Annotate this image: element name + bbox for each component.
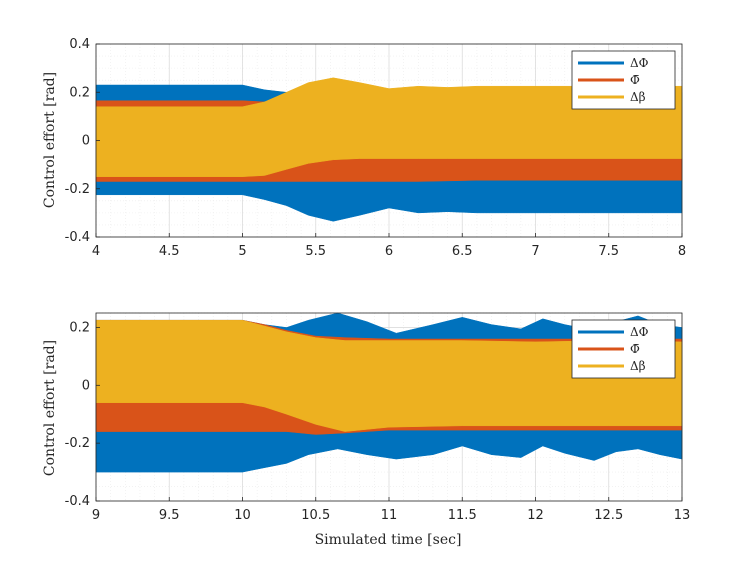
legend-label: ΔΦ	[630, 56, 649, 70]
x-tick-label: 4.5	[159, 244, 180, 259]
bottom-legend: ΔΦ Φ̄ Δβ	[571, 319, 676, 379]
bottom-xlabel: Simulated time [sec]	[315, 532, 462, 548]
x-tick-label: 5	[238, 244, 246, 259]
top-ylabel: Control effort [rad]	[42, 72, 58, 208]
x-tick-label: 12	[527, 508, 544, 523]
x-tick-label: 7	[531, 244, 539, 259]
y-tick-label: 0	[82, 134, 90, 149]
legend-label: Δβ	[630, 359, 646, 373]
x-tick-label: 9	[92, 508, 100, 523]
legend-label: Δβ	[630, 90, 646, 104]
x-tick-label: 11	[381, 508, 398, 523]
y-tick-label: 0.2	[69, 320, 90, 335]
legend-label: Φ̄	[630, 342, 640, 356]
x-tick-label: 5.5	[305, 244, 326, 259]
x-tick-label: 10.5	[301, 508, 330, 523]
legend-label: Φ̄	[630, 73, 640, 87]
x-tick-label: 8	[678, 244, 686, 259]
x-tick-label: 10	[234, 508, 251, 523]
x-tick-label: 13	[674, 508, 691, 523]
y-tick-label: -0.4	[65, 494, 90, 509]
legend-label: ΔΦ	[630, 325, 649, 339]
x-tick-label: 6.5	[452, 244, 473, 259]
x-tick-label: 4	[92, 244, 100, 259]
y-tick-label: -0.2	[65, 182, 90, 197]
bottom-ylabel: Control effort [rad]	[42, 340, 58, 476]
y-tick-label: -0.4	[65, 230, 90, 245]
x-tick-label: 11.5	[448, 508, 477, 523]
y-tick-label: 0	[82, 378, 90, 393]
bottom-axes: 9 9.5 10 10.5 11 11.5 12 12.5 13 -0.4 -0.2 0 0.2 Con…	[42, 312, 691, 548]
x-tick-label: 9.5	[159, 508, 180, 523]
y-tick-label: -0.2	[65, 436, 90, 451]
y-tick-label: 0.4	[69, 37, 90, 52]
x-tick-label: 7.5	[598, 244, 619, 259]
top-axes: 4 4.5 5 5.5 6 6.5 7 7.5 8 -0.4 -0.2 0 0.2 0.4 Control…	[42, 37, 686, 259]
x-tick-label: 12.5	[594, 508, 623, 523]
x-tick-label: 6	[385, 244, 393, 259]
top-legend: ΔΦ Φ̄ Δβ	[571, 50, 676, 110]
y-tick-label: 0.2	[69, 85, 90, 100]
